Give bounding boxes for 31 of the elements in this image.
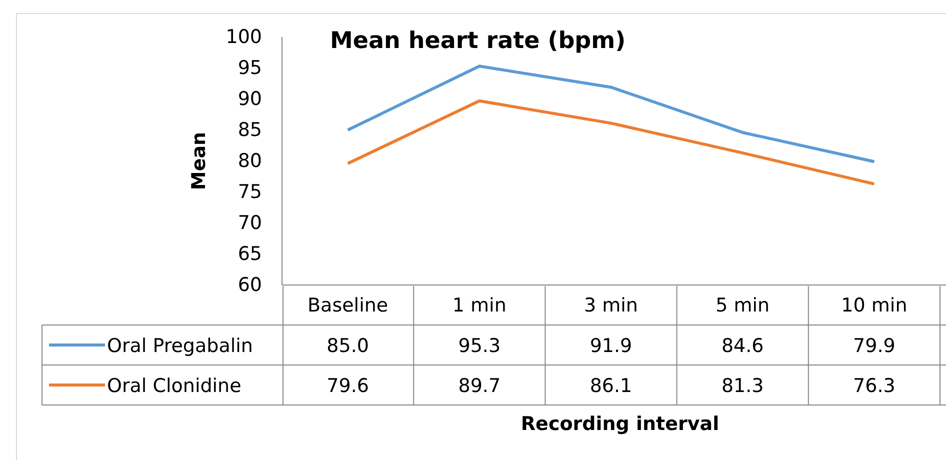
y-tick-label: 90: [238, 88, 262, 110]
data-label: 79.6: [326, 375, 369, 397]
data-label: 81.3: [721, 375, 764, 397]
data-label: 89.7: [458, 375, 501, 397]
y-tick-label: 60: [238, 274, 262, 296]
data-label: 86.1: [590, 375, 632, 397]
y-tick-label: 85: [238, 119, 262, 142]
y-tick-label: 95: [238, 57, 262, 80]
y-tick-label: 100: [226, 26, 262, 48]
y-tick-label: 65: [238, 243, 262, 266]
line-series: [346, 99, 876, 186]
line-series: [346, 64, 876, 164]
y-tick-label: 75: [238, 181, 262, 204]
x-tick-label: 3 min: [584, 294, 638, 316]
legend-label: Oral Pregabalin: [107, 335, 253, 357]
x-tick-label: 5 min: [716, 294, 770, 316]
y-tick-label: 80: [238, 150, 262, 172]
data-label: 91.9: [590, 335, 632, 357]
data-label: 79.9: [853, 335, 896, 357]
x-tick-label: 10 min: [841, 294, 908, 316]
x-tick-label: Baseline: [308, 294, 388, 316]
y-axis-title: Mean: [188, 132, 210, 190]
x-tick-label: 1 min: [452, 294, 506, 316]
legend-label: Oral Clonidine: [107, 375, 242, 397]
data-label: 95.3: [458, 335, 501, 357]
text: Recording interval: [520, 413, 720, 435]
data-label: 85.0: [326, 335, 369, 357]
data-label: 76.3: [853, 375, 896, 397]
data-label: 84.6: [721, 335, 764, 357]
y-tick-label: 70: [238, 212, 262, 234]
chart-title: Mean heart rate (bpm): [330, 28, 626, 54]
